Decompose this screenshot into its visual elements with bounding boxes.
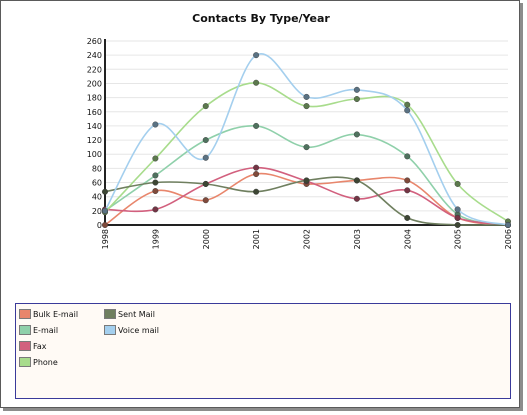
data-point-voice-mail	[505, 221, 512, 228]
data-point-e-mail	[202, 137, 209, 144]
data-point-voice-mail	[404, 107, 411, 114]
legend-swatch	[19, 341, 31, 351]
y-tick-label: 80	[92, 164, 102, 173]
data-point-bulk-e-mail	[202, 197, 209, 204]
y-tick-label: 40	[92, 193, 102, 202]
data-point-bulk-e-mail	[404, 177, 411, 184]
data-point-voice-mail	[253, 52, 260, 59]
data-point-e-mail	[353, 131, 360, 138]
y-tick-label: 180	[87, 94, 102, 103]
y-tick-label: 120	[87, 136, 102, 145]
data-point-voice-mail	[152, 121, 159, 128]
y-tick-label: 20	[92, 207, 102, 216]
data-point-fax	[353, 195, 360, 202]
data-point-voice-mail	[303, 93, 310, 100]
x-tick-label: 2003	[353, 229, 362, 249]
data-point-voice-mail	[101, 207, 108, 214]
y-tick-label: 220	[87, 65, 102, 74]
data-point-sent-mail	[202, 180, 209, 187]
legend-item: E-mail	[19, 324, 58, 336]
legend-item: Phone	[19, 356, 58, 368]
legend-swatch	[19, 325, 31, 335]
data-point-e-mail	[152, 172, 159, 179]
data-point-fax	[454, 214, 461, 221]
x-tick-label: 2004	[403, 229, 412, 249]
legend-label: E-mail	[33, 325, 59, 335]
chart-legend: Bulk E-mail E-mail Fax Phone Sent Mail Voice …	[15, 303, 511, 399]
y-tick-label: 260	[87, 37, 102, 46]
data-point-sent-mail	[404, 214, 411, 221]
data-point-phone	[202, 103, 209, 110]
chart-title: Contacts By Type/Year	[192, 12, 330, 25]
legend-item: Fax	[19, 340, 47, 352]
data-point-sent-mail	[353, 177, 360, 184]
x-tick-label: 1999	[151, 229, 160, 249]
y-tick-label: 60	[92, 179, 102, 188]
y-tick-label: 140	[87, 122, 102, 131]
x-tick-label: 1998	[101, 229, 110, 249]
data-point-e-mail	[303, 144, 310, 151]
y-tick-label: 100	[87, 150, 102, 159]
legend-label: Bulk E-mail	[33, 309, 79, 319]
legend-swatch	[104, 325, 116, 335]
x-tick-label: 2001	[252, 229, 261, 249]
chart-plot: 0 20 40 60 80 100 120 140 160 180 200 220 240 260 1998…	[87, 37, 513, 249]
data-point-fax	[253, 164, 260, 171]
legend-label: Voice mail	[118, 325, 159, 335]
data-point-fax	[404, 187, 411, 194]
data-point-phone	[152, 155, 159, 162]
legend-item: Bulk E-mail	[19, 308, 78, 320]
x-tick-label: 2006	[504, 229, 513, 249]
data-point-voice-mail	[202, 154, 209, 161]
data-point-e-mail	[253, 122, 260, 129]
legend-label: Fax	[33, 341, 47, 351]
data-point-voice-mail	[353, 86, 360, 93]
legend-item: Voice mail	[104, 324, 159, 336]
x-tick-label: 2000	[202, 229, 211, 249]
data-point-sent-mail	[253, 188, 260, 195]
data-point-bulk-e-mail	[101, 221, 108, 228]
data-point-phone	[253, 79, 260, 86]
data-point-bulk-e-mail	[152, 188, 159, 195]
data-point-phone	[353, 96, 360, 103]
series-line-voice-mail	[104, 52, 509, 226]
data-point-sent-mail	[454, 221, 461, 228]
legend-swatch	[19, 357, 31, 367]
x-tick-label: 2002	[303, 229, 312, 249]
legend-label: Sent Mail	[118, 309, 155, 319]
data-point-voice-mail	[454, 206, 461, 213]
data-point-e-mail	[404, 153, 411, 160]
data-point-phone	[303, 103, 310, 110]
chart-frame: Contacts By Type/Year 0 20 40 60 80 100 120 140…	[0, 0, 520, 408]
x-tick-label: 2005	[454, 229, 463, 249]
data-point-fax	[152, 206, 159, 213]
data-point-sent-mail	[101, 188, 108, 195]
data-point-sent-mail	[303, 177, 310, 184]
y-tick-label: 0	[97, 221, 102, 230]
legend-swatch	[104, 309, 116, 319]
legend-item: Sent Mail	[104, 308, 155, 320]
data-point-phone	[454, 180, 461, 187]
y-tick-label: 160	[87, 108, 102, 117]
data-point-bulk-e-mail	[253, 171, 260, 178]
y-tick-label: 200	[87, 79, 102, 88]
legend-swatch	[19, 309, 31, 319]
data-point-phone	[404, 101, 411, 108]
legend-label: Phone	[33, 357, 58, 367]
series-line-e-mail	[104, 125, 509, 226]
y-tick-label: 240	[87, 51, 102, 60]
data-point-sent-mail	[152, 179, 159, 186]
